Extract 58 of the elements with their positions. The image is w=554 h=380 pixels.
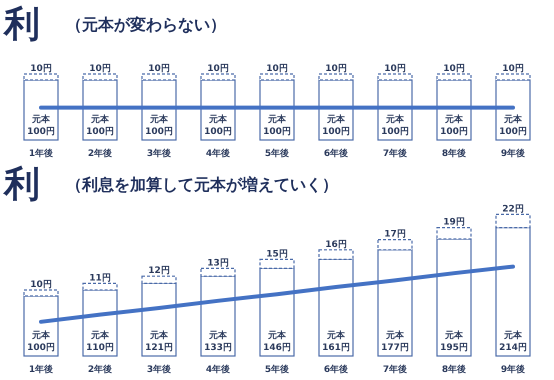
x-tick-label: 3年後 — [146, 364, 172, 375]
data-label: 10円 — [89, 63, 111, 74]
data-label: 元本 100円 — [381, 114, 409, 137]
data-label: 元本 195円 — [440, 330, 468, 353]
data-label: 元本 161円 — [322, 330, 350, 353]
data-label: 10円 — [502, 63, 524, 74]
data-label: 元本 100円 — [322, 114, 350, 137]
data-label: 元本 177円 — [381, 330, 409, 353]
x-tick-label: 7年後 — [382, 364, 408, 375]
data-label: 10円 — [30, 279, 52, 290]
x-tick-label: 5年後 — [264, 148, 290, 159]
data-label: 元本 100円 — [204, 114, 232, 137]
data-label: 10円 — [266, 63, 288, 74]
data-label: 19円 — [443, 216, 465, 228]
x-tick-label: 1年後 — [28, 148, 54, 159]
data-label: 17円 — [384, 228, 406, 240]
data-label: 13円 — [207, 257, 229, 268]
data-label: 10円 — [384, 63, 406, 74]
chart-subtitle: （元本が変わらない） — [66, 15, 226, 34]
data-label: 16円 — [325, 238, 347, 250]
x-tick-label: 3年後 — [146, 148, 172, 159]
x-tick-label: 6年後 — [324, 364, 350, 375]
data-label: 元本 100円 — [145, 114, 173, 137]
data-label: 10円 — [207, 63, 229, 74]
data-label: 元本 214円 — [499, 330, 527, 353]
data-label: 元本 133円 — [204, 330, 232, 353]
data-label: 10円 — [443, 63, 465, 74]
x-tick-label: 5年後 — [264, 364, 290, 375]
data-label: 12円 — [148, 265, 170, 276]
data-label: 元本 110円 — [86, 330, 114, 353]
text: （利息を加算して元本が増えていく） — [66, 175, 338, 194]
data-label: 元本 100円 — [86, 114, 114, 137]
data-label: 元本 100円 — [499, 114, 527, 137]
data-label: 元本 100円 — [440, 114, 468, 137]
data-label: 元本 100円 — [27, 330, 55, 353]
data-label: 元本 146円 — [263, 330, 291, 353]
data-label: 元本 100円 — [27, 114, 55, 137]
data-label: 元本 121円 — [145, 330, 173, 353]
data-label: 15円 — [266, 248, 288, 260]
data-label: 22円 — [502, 203, 524, 214]
x-tick-label: 7年後 — [382, 148, 408, 159]
x-tick-label: 1年後 — [28, 364, 54, 375]
data-label: 10円 — [148, 63, 170, 74]
chart-title: 利 — [2, 4, 40, 45]
x-tick-label: 8年後 — [442, 364, 468, 375]
x-tick-label: 8年後 — [442, 148, 468, 159]
data-label: 元本 100円 — [263, 114, 291, 137]
x-tick-label: 6年後 — [324, 148, 350, 159]
text: 利 — [2, 164, 40, 205]
x-tick-label: 4年後 — [206, 148, 232, 159]
data-label: 10円 — [30, 63, 52, 74]
data-label: 10円 — [325, 63, 347, 74]
x-tick-label: 4年後 — [206, 364, 232, 375]
x-tick-label: 2年後 — [88, 364, 114, 375]
x-tick-label: 2年後 — [88, 148, 114, 159]
x-tick-label: 9年後 — [500, 364, 526, 375]
data-label: 11円 — [89, 272, 111, 284]
x-tick-label: 9年後 — [500, 148, 526, 159]
